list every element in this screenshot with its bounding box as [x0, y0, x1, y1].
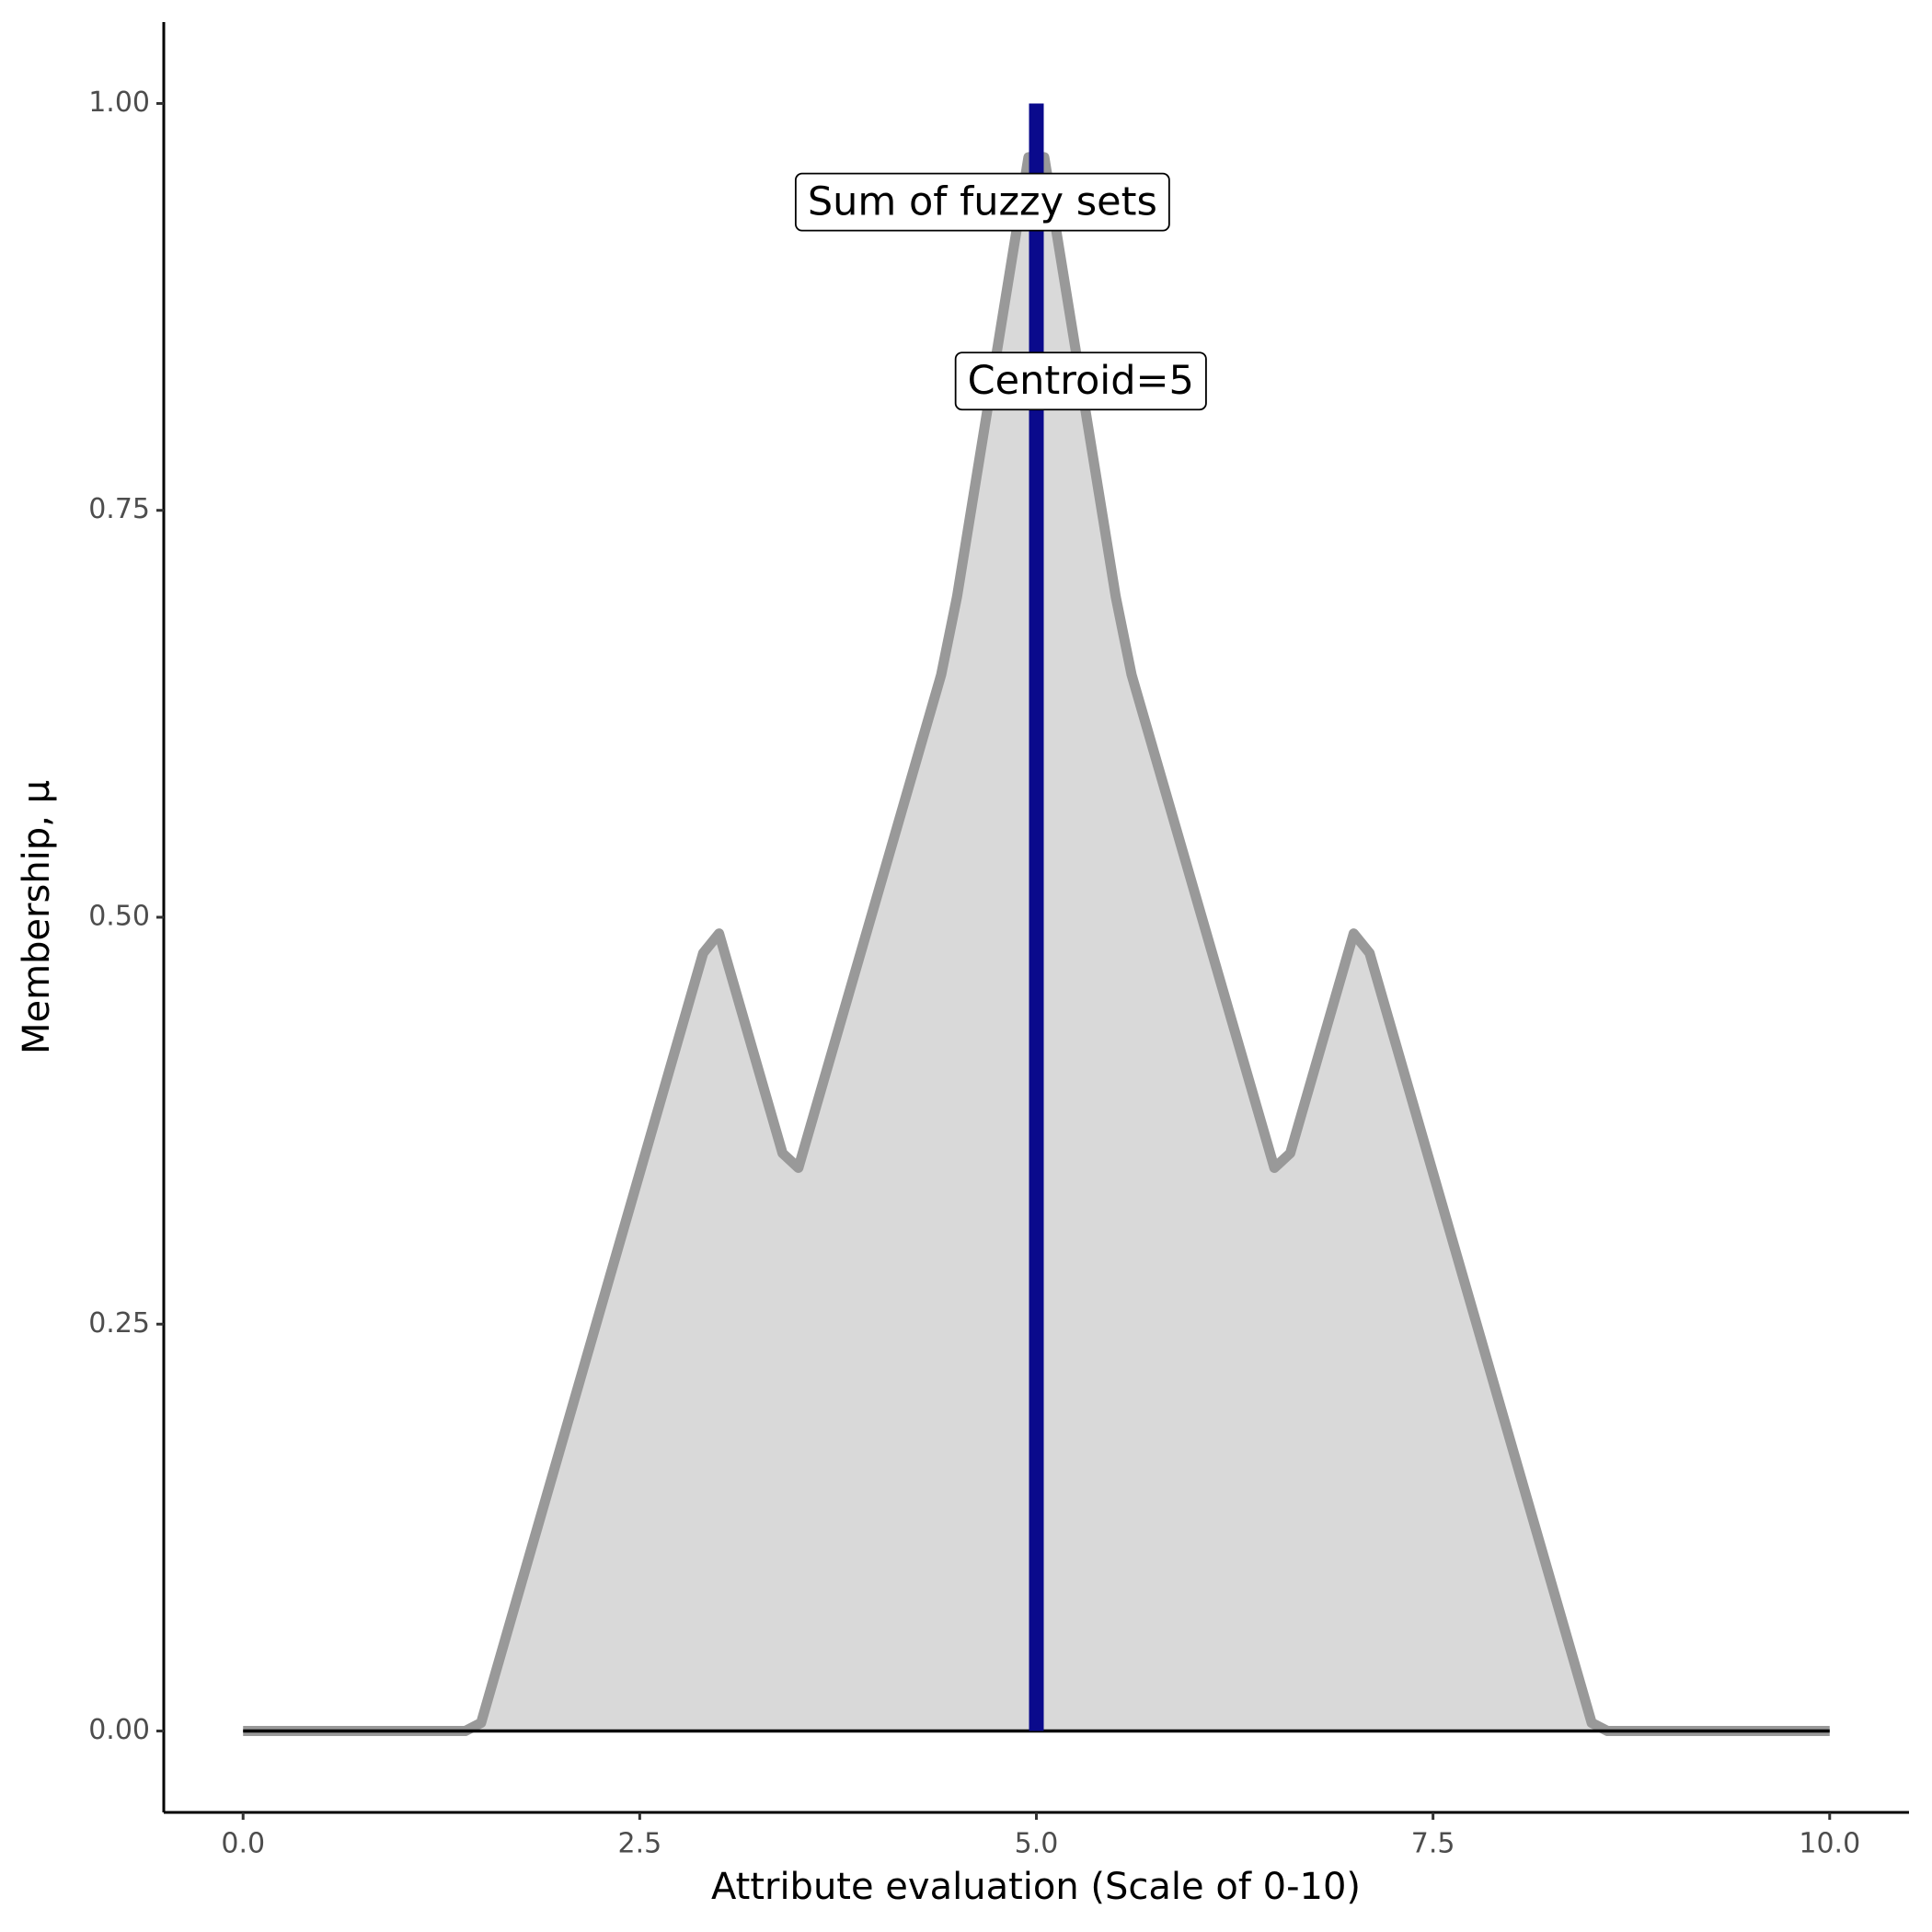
annotation-label: Sum of fuzzy sets — [808, 179, 1157, 225]
y-tick-label: 1.00 — [88, 86, 150, 119]
y-tick-label: 0.00 — [88, 1714, 150, 1746]
x-tick-label: 0.0 — [221, 1828, 265, 1860]
y-tick-label: 0.75 — [88, 493, 150, 525]
annotation: Sum of fuzzy sets — [794, 172, 1170, 232]
annotation-box — [954, 351, 1207, 411]
x-tick-label: 7.5 — [1411, 1828, 1455, 1860]
y-axis-title: Membership, μ — [16, 780, 58, 1054]
y-tick-label: 0.25 — [88, 1307, 150, 1340]
x-tick-label: 10.0 — [1799, 1828, 1860, 1860]
y-tick-label: 0.50 — [88, 901, 150, 933]
annotation-label: Centroid=5 — [968, 358, 1194, 404]
x-axis-title: Attribute evaluation (Scale of 0-10) — [711, 1866, 1361, 1908]
x-tick-label: 5.0 — [1015, 1828, 1059, 1860]
annotation: Centroid=5 — [954, 351, 1207, 411]
x-tick-label: 2.5 — [618, 1828, 662, 1860]
annotation-box — [794, 172, 1170, 232]
